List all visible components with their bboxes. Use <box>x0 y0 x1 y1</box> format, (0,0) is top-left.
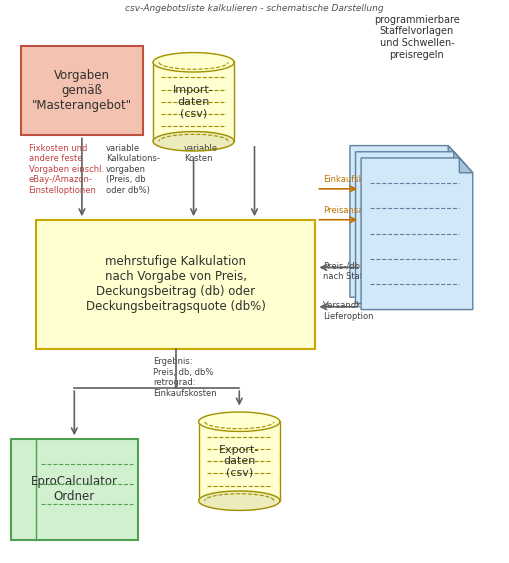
Text: Ergebnis:
Preis, db, db%
retrograd:
Einkaufskosten: Ergebnis: Preis, db, db% retrograd: Eink… <box>153 358 217 397</box>
Polygon shape <box>350 146 462 297</box>
Text: Preis-/db-/db%-Vorgaben
nach Staffelvorlagen: Preis-/db-/db%-Vorgaben nach Staffelvorl… <box>323 262 427 282</box>
Text: Einkaufskosten: Einkaufskosten <box>323 175 387 184</box>
FancyBboxPatch shape <box>36 220 316 349</box>
Polygon shape <box>361 158 473 310</box>
Text: csv-Angebotsliste kalkulieren - schematische Darstellung: csv-Angebotsliste kalkulieren - schemati… <box>125 3 384 12</box>
Polygon shape <box>454 152 467 167</box>
Text: Vorgaben
gemäß
"Masterangebot": Vorgaben gemäß "Masterangebot" <box>32 69 132 112</box>
Polygon shape <box>199 491 280 511</box>
Polygon shape <box>153 52 234 72</box>
Text: variable
Kosten: variable Kosten <box>184 144 218 163</box>
FancyBboxPatch shape <box>11 439 138 540</box>
FancyBboxPatch shape <box>199 422 280 501</box>
Text: EproCalculator
Ordner: EproCalculator Ordner <box>31 475 118 503</box>
Text: Export-
daten
(csv): Export- daten (csv) <box>219 445 260 478</box>
Text: Versandkostenfreie
Lieferoption: Versandkostenfreie Lieferoption <box>323 301 405 320</box>
Polygon shape <box>355 152 467 303</box>
Text: mehrstufige Kalkulation
nach Vorgabe von Preis,
Deckungsbeitrag (db) oder
Deckun: mehrstufige Kalkulation nach Vorgabe von… <box>86 255 266 313</box>
Polygon shape <box>153 132 234 151</box>
Text: programmierbare
Staffelvorlagen
und Schwellen-
preisregeln: programmierbare Staffelvorlagen und Schw… <box>374 15 460 60</box>
Text: Import-
daten
(csv): Import- daten (csv) <box>173 85 214 118</box>
FancyBboxPatch shape <box>21 46 143 136</box>
Text: variable
Kalkulations-
vorgaben
(Preis, db
oder db%): variable Kalkulations- vorgaben (Preis, … <box>106 144 160 194</box>
Text: Fixkosten und
andere feste
Vorgaben einschl.
eBay-/Amazon-
Einstelloptionen: Fixkosten und andere feste Vorgaben eins… <box>29 144 104 194</box>
Polygon shape <box>448 146 462 160</box>
Polygon shape <box>199 412 280 431</box>
Polygon shape <box>459 158 473 173</box>
Text: Preisansatz: Preisansatz <box>323 205 371 215</box>
FancyBboxPatch shape <box>153 62 234 141</box>
